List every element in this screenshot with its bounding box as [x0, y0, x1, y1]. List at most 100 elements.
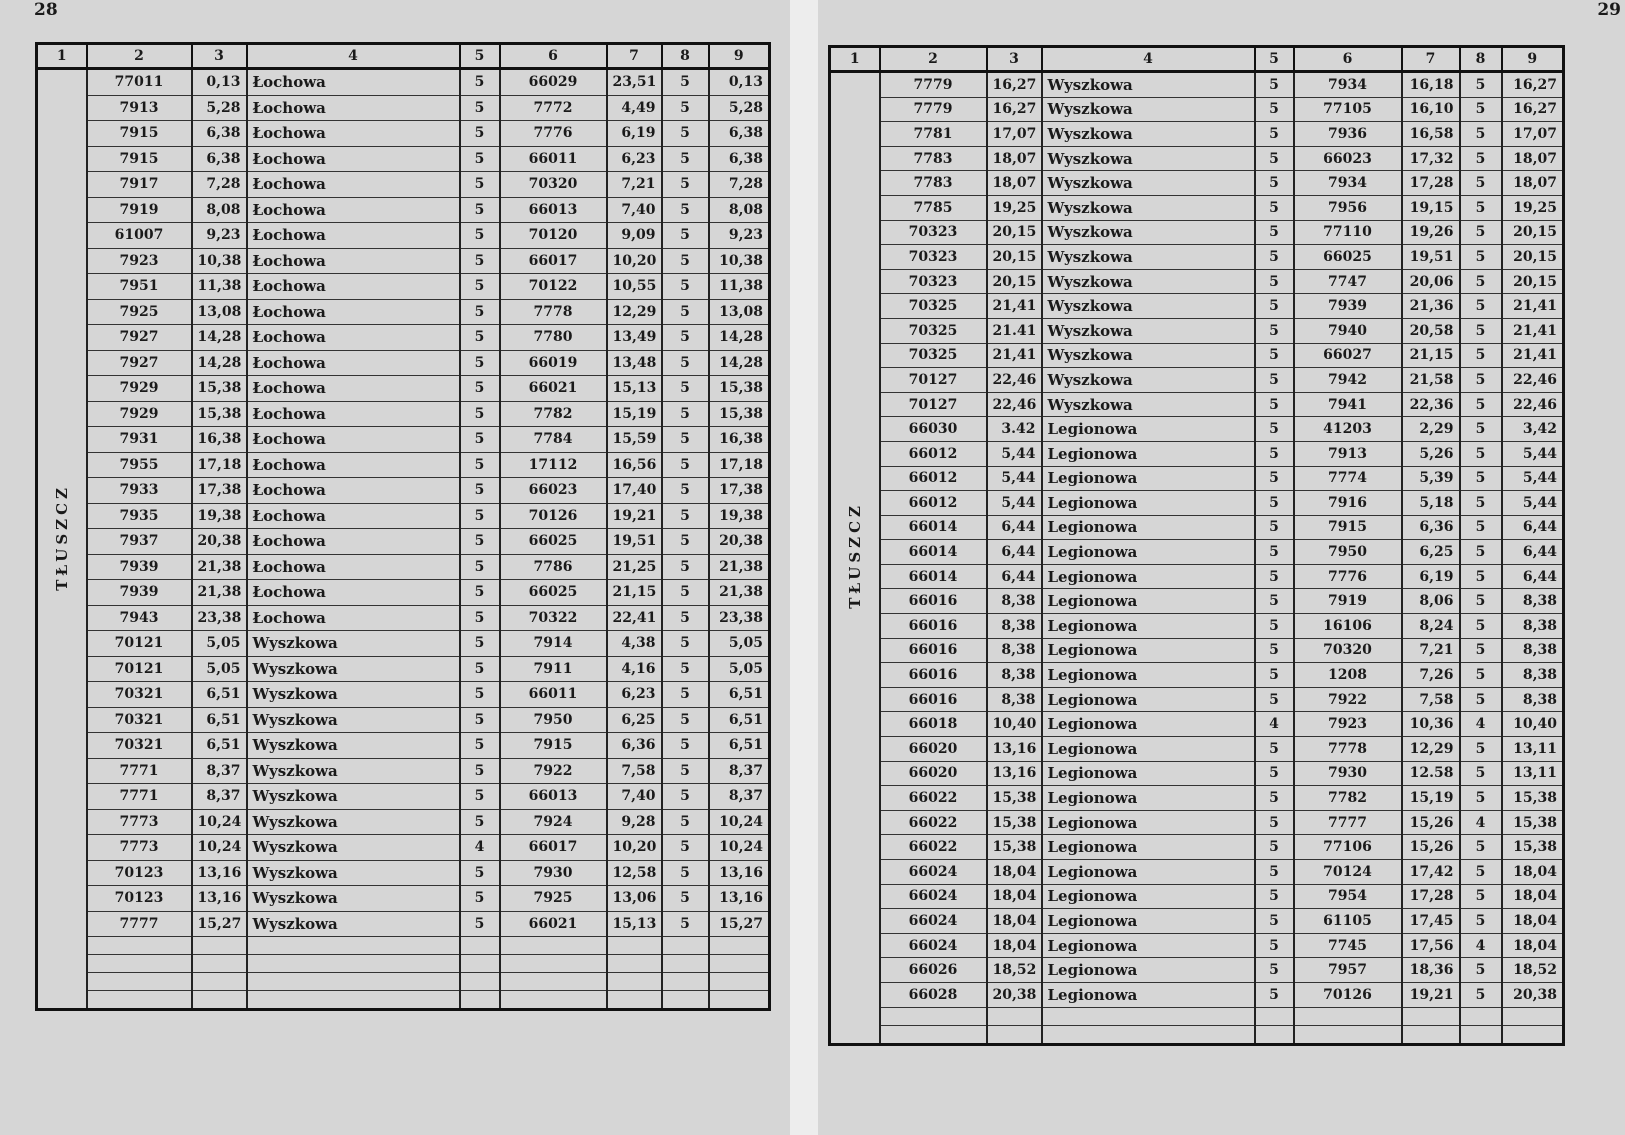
- cell-col-2: 7773: [85, 834, 193, 861]
- cell-col-9: 6,38: [707, 120, 771, 147]
- cell-col-7: 9,09: [605, 222, 663, 249]
- cell-col-3: 8,38: [985, 638, 1043, 664]
- cell-col-9: 16,27: [1500, 97, 1565, 123]
- column-header-3: 3: [190, 42, 248, 70]
- cell-col-5: 5: [1253, 687, 1295, 713]
- cell-col-9: 8,08: [707, 197, 771, 223]
- cell-col-4: Łochowa: [245, 554, 461, 580]
- cell-col-5: 5: [458, 758, 501, 784]
- cell-col-9: 5,44: [1500, 466, 1565, 492]
- cell-col-5: 5: [458, 477, 501, 504]
- empty-cell: [1292, 1025, 1403, 1045]
- cell-col-8: 5: [660, 401, 710, 427]
- page-number: 29: [1597, 0, 1621, 20]
- column-header-9: 9: [1500, 45, 1565, 73]
- cell-col-5: 5: [458, 222, 501, 249]
- cell-col-6: 66013: [498, 197, 608, 223]
- cell-col-9: 14,28: [707, 350, 771, 376]
- cell-col-5: 5: [458, 911, 501, 937]
- cell-col-6: 7930: [1292, 761, 1403, 787]
- cell-col-6: 61105: [1292, 908, 1403, 934]
- cell-col-4: Wyszkowa: [1040, 97, 1256, 123]
- cell-col-9: 10,38: [707, 248, 771, 274]
- side-label: TŁUSZCZ: [52, 483, 71, 591]
- column-header-7: 7: [1400, 45, 1461, 73]
- cell-col-5: 5: [1253, 318, 1295, 344]
- cell-col-8: 5: [1458, 441, 1503, 467]
- cell-col-5: 4: [458, 834, 501, 861]
- table-row: 66012 5,44 Legionowa 5 7913 5,26 5 5,44: [830, 441, 1565, 467]
- cell-col-2: 66020: [878, 761, 988, 787]
- cell-col-6: 1208: [1292, 662, 1403, 688]
- cell-col-9: 16,27: [1500, 71, 1565, 98]
- cell-col-8: 5: [660, 222, 710, 249]
- cell-col-5: 5: [1253, 884, 1295, 910]
- cell-col-8: 5: [1458, 343, 1503, 369]
- cell-col-7: 7,40: [605, 197, 663, 223]
- table-row: 66030 3.42 Legionowa 5 41203 2,29 5 3,42: [830, 416, 1565, 442]
- table-row: TŁUSZCZ 77011 0,13 Łochowa 5 66029 23,51 5 0,13: [35, 68, 771, 1010]
- cell-col-4: Łochowa: [245, 146, 461, 172]
- table-row: 7935 19,38 Łochowa 5 70126 19,21 5 19,38: [37, 503, 771, 529]
- empty-cell: [1253, 1007, 1295, 1026]
- empty-cell: [458, 972, 501, 991]
- cell-col-9: 15,27: [707, 911, 771, 937]
- cell-col-4: Wyszkowa: [1040, 318, 1256, 344]
- cell-col-6: 77105: [1292, 97, 1403, 123]
- cell-col-4: Legionowa: [1040, 564, 1256, 590]
- cell-col-4: Legionowa: [1040, 711, 1256, 738]
- cell-col-5: 5: [1253, 588, 1295, 615]
- cell-col-9: 22,46: [1500, 392, 1565, 418]
- cell-col-4: Legionowa: [1040, 687, 1256, 713]
- cell-col-4: Wyszkowa: [1040, 244, 1256, 270]
- cell-col-6: 70320: [1292, 638, 1403, 664]
- cell-col-7: 6,36: [605, 732, 663, 759]
- table-row: 70123 13,16 Wyszkowa 5 7930 12,58 5 13,16: [37, 860, 771, 886]
- cell-col-3: 8,38: [985, 613, 1043, 639]
- cell-col-5: 5: [1253, 441, 1295, 467]
- cell-col-7: 7,58: [1400, 687, 1461, 713]
- cell-col-6: 70120: [498, 222, 608, 249]
- cell-col-7: 13,48: [605, 350, 663, 376]
- cell-col-2: 7943: [85, 605, 193, 631]
- cell-col-8: 5: [660, 554, 710, 580]
- cell-col-3: 5,44: [985, 490, 1043, 516]
- table-row: 70325 21.41 Wyszkowa 5 7940 20,58 5 21,41: [830, 318, 1565, 344]
- cell-col-2: 66026: [878, 957, 988, 983]
- cell-col-6: 7954: [1292, 884, 1403, 910]
- cell-col-7: 9,28: [605, 809, 663, 835]
- cell-col-7: 12,29: [1400, 736, 1461, 762]
- cell-col-5: 5: [458, 707, 501, 733]
- table-row: 7939 21,38 Łochowa 5 66025 21,15 5 21,38: [37, 579, 771, 606]
- cell-col-3: 18,04: [985, 859, 1043, 885]
- table-row: 66022 15,38 Legionowa 5 7782 15,19 5 15,38: [830, 785, 1565, 811]
- cell-col-8: 5: [1458, 318, 1503, 344]
- cell-col-6: 66019: [498, 350, 608, 376]
- column-header-6: 6: [498, 42, 608, 70]
- cell-col-4: Łochowa: [245, 95, 461, 121]
- cell-col-4: Wyszkowa: [245, 911, 461, 937]
- cell-col-2: 70323: [878, 220, 988, 246]
- cell-col-6: 7923: [1292, 711, 1403, 738]
- cell-col-3: 21,38: [190, 579, 248, 606]
- cell-col-8: 5: [1458, 367, 1503, 393]
- cell-col-8: 5: [1458, 884, 1503, 910]
- cell-col-8: 5: [660, 477, 710, 504]
- cell-col-5: 5: [1253, 957, 1295, 983]
- cell-col-2: 7933: [85, 477, 193, 504]
- cell-col-7: 22,41: [605, 605, 663, 631]
- cell-col-8: 5: [660, 426, 710, 453]
- cell-col-5: 5: [1253, 859, 1295, 885]
- cell-col-3: 19,25: [985, 195, 1043, 221]
- cell-col-8: 5: [1458, 515, 1503, 541]
- cell-col-6: 70126: [1292, 982, 1403, 1008]
- cell-col-7: 17,56: [1400, 933, 1461, 959]
- cell-col-5: 5: [458, 324, 501, 351]
- cell-col-2: 7919: [85, 197, 193, 223]
- cell-col-8: 5: [660, 95, 710, 121]
- cell-col-8: 5: [660, 630, 710, 657]
- cell-col-6: 7915: [498, 732, 608, 759]
- cell-col-6: 7776: [1292, 564, 1403, 590]
- cell-col-5: 5: [458, 783, 501, 810]
- cell-col-2: 7927: [85, 324, 193, 351]
